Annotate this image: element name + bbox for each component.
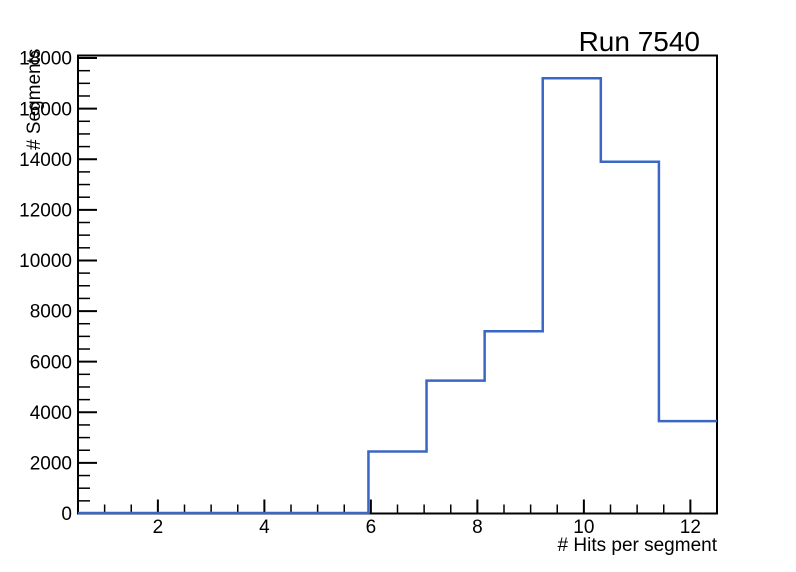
y-axis-title: # Segments <box>24 49 45 150</box>
y-tick-label: 2000 <box>30 454 72 475</box>
plot-area: 2 4 6 8 10 12 0 2000 4000 6000 8000 10000 12000 14000… <box>19 49 718 538</box>
y-tick-label: 0 <box>61 504 72 525</box>
x-tick-label: 10 <box>573 517 594 538</box>
x-tick-label: 12 <box>680 517 701 538</box>
y-tick-label: 18000 <box>19 49 72 70</box>
plot-title: Run 7540 <box>579 26 700 57</box>
x-tick-label: 4 <box>259 517 270 538</box>
x-tick-label: 8 <box>472 517 483 538</box>
y-tick-label: 16000 <box>19 99 72 120</box>
y-tick-label: 6000 <box>30 352 72 373</box>
plot-frame <box>77 54 718 515</box>
y-tick-label: 4000 <box>30 403 72 424</box>
y-tick-label: 12000 <box>19 201 72 222</box>
x-tick-label: 6 <box>366 517 377 538</box>
y-tick-label: 10000 <box>19 251 72 272</box>
x-tick-label: 2 <box>153 517 164 538</box>
y-tick-label: 8000 <box>30 302 72 323</box>
histogram-line <box>78 77 717 515</box>
y-tick-label: 14000 <box>19 150 72 171</box>
x-axis-title: # Hits per segment <box>558 535 718 556</box>
